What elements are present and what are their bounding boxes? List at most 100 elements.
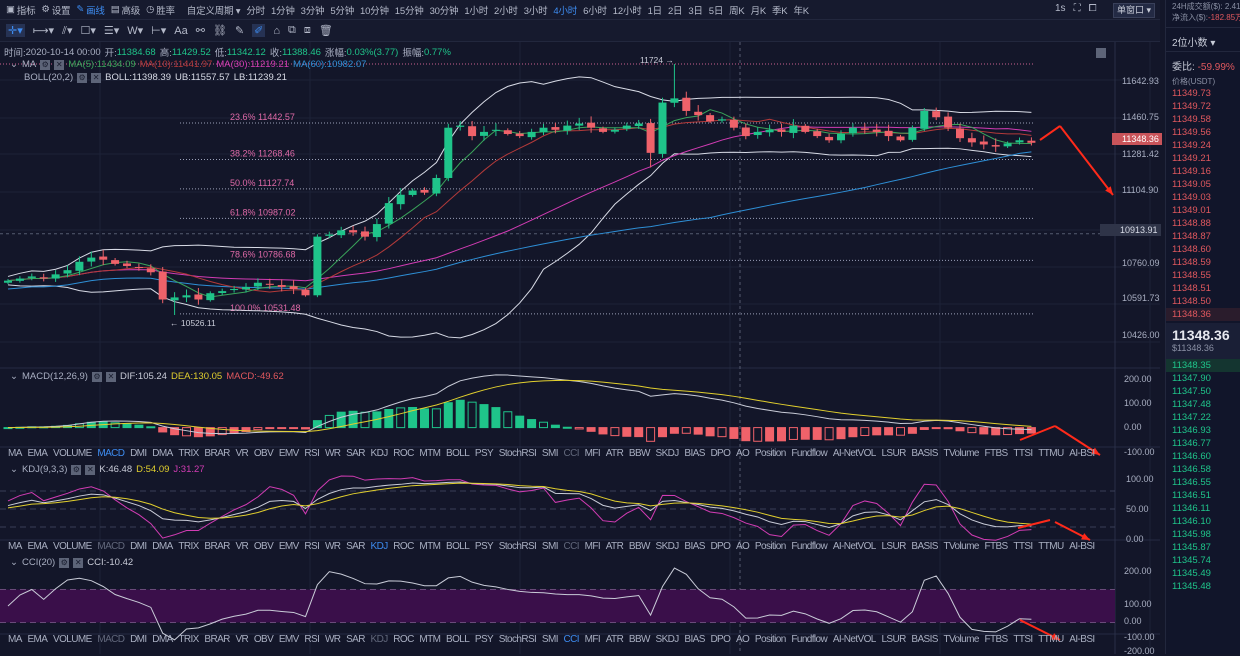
topbar-gear-button[interactable]: ⚙ 设置 [41, 3, 70, 17]
collapse-icon[interactable]: ⌄ [10, 59, 18, 70]
indicator-tab-skdj[interactable]: SKDJ [655, 448, 680, 459]
indicator-tab-ftbs[interactable]: FTBS [984, 541, 1008, 552]
ask-price[interactable]: 11349.58 [1172, 114, 1211, 125]
indicator-tab-vr[interactable]: VR [235, 448, 249, 459]
indicator-tab-ai-bsi[interactable]: AI-BSI [1069, 541, 1095, 552]
ask-price[interactable]: 11349.03 [1172, 192, 1211, 203]
indicator-tab-psy[interactable]: PSY [474, 634, 494, 645]
ask-price[interactable]: 11349.16 [1172, 166, 1211, 177]
indicator-tab-trix[interactable]: TRIX [178, 634, 199, 645]
close-icon[interactable]: ✕ [85, 464, 96, 475]
indicator-tab-boll[interactable]: BOLL [446, 448, 470, 459]
ask-price[interactable]: 11348.51 [1172, 283, 1211, 294]
indicator-tab-position[interactable]: Position [754, 541, 786, 552]
indicator-tab-mfi[interactable]: MFI [584, 541, 601, 552]
indicator-tab-cci[interactable]: CCI [563, 634, 580, 645]
measure-tool-icon[interactable]: ⊢▾ [151, 25, 167, 37]
indicator-tab-kdj[interactable]: KDJ [370, 541, 389, 552]
indicator-tab-wr[interactable]: WR [324, 634, 341, 645]
indicator-tab-dma[interactable]: DMA [152, 634, 173, 645]
indicator-tab-roc[interactable]: ROC [393, 541, 414, 552]
bid-price[interactable]: 11346.51 [1172, 490, 1211, 501]
custom-period-select[interactable]: 自定义周期 ▾ [186, 5, 241, 17]
indicator-tab-position[interactable]: Position [754, 448, 786, 459]
indicator-tab-dmi[interactable]: DMI [130, 541, 147, 552]
bid-price[interactable]: 11346.10 [1172, 516, 1211, 527]
window-mode-select[interactable]: 单窗口 ▾ [1113, 3, 1155, 18]
ask-price[interactable]: 11348.36 [1166, 308, 1240, 321]
indicator-tab-obv[interactable]: OBV [253, 634, 274, 645]
indicator-tab-smi[interactable]: SMI [541, 541, 559, 552]
indicator-tab-basis[interactable]: BASIS [911, 448, 938, 459]
draw-mode-icon[interactable]: ✐ [252, 24, 266, 37]
period-tab[interactable]: 5分钟 [330, 5, 354, 17]
indicator-tab-psy[interactable]: PSY [474, 448, 494, 459]
indicator-tab-trix[interactable]: TRIX [178, 541, 199, 552]
indicator-tab-mtm[interactable]: MTM [419, 541, 441, 552]
ask-price[interactable]: 11349.72 [1172, 101, 1211, 112]
period-tab[interactable]: 周K [729, 5, 745, 17]
indicator-tab-ttsi[interactable]: TTSI [1013, 541, 1033, 552]
bid-price[interactable]: 11347.50 [1172, 386, 1211, 397]
indicator-tab-emv[interactable]: EMV [278, 448, 299, 459]
collapse-icon[interactable]: ⌄ [10, 371, 18, 382]
text-tool-icon[interactable]: Aa [174, 24, 188, 37]
period-tab[interactable]: 4小时 [553, 5, 578, 17]
indicator-tab-ao[interactable]: AO [735, 634, 750, 645]
indicator-tab-brar[interactable]: BRAR [204, 541, 230, 552]
indicator-tab-volume[interactable]: VOLUME [53, 541, 92, 552]
crosshair-tool-icon[interactable]: ✛▾ [6, 24, 25, 37]
indicator-tab-ai-netvol[interactable]: AI-NetVOL [832, 541, 877, 552]
period-tab[interactable]: 15分钟 [394, 5, 424, 17]
indicator-tab-basis[interactable]: BASIS [911, 634, 938, 645]
indicator-tab-rsi[interactable]: RSI [304, 448, 320, 459]
settings-icon[interactable]: ⚙ [59, 557, 70, 568]
indicator-tab-ftbs[interactable]: FTBS [984, 634, 1008, 645]
bid-price[interactable]: 11345.49 [1172, 568, 1211, 579]
indicator-tab-brar[interactable]: BRAR [204, 634, 230, 645]
indicator-tab-macd[interactable]: MACD [97, 448, 125, 459]
bid-price[interactable]: 11345.87 [1172, 542, 1211, 553]
indicator-tab-ma[interactable]: MA [8, 448, 22, 459]
indicator-tab-obv[interactable]: OBV [253, 541, 274, 552]
ask-price[interactable]: 11349.21 [1172, 153, 1211, 164]
period-tab[interactable]: 月K [750, 5, 767, 17]
indicator-tab-volume[interactable]: VOLUME [53, 448, 92, 459]
ask-price[interactable]: 11348.50 [1172, 296, 1211, 307]
indicator-tab-emv[interactable]: EMV [278, 634, 299, 645]
period-tab[interactable]: 1分钟 [270, 5, 295, 17]
ask-price[interactable]: 11348.55 [1172, 270, 1211, 281]
indicator-tab-sar[interactable]: SAR [346, 448, 365, 459]
indicator-tab-boll[interactable]: BOLL [446, 541, 470, 552]
settings-icon[interactable]: ⚙ [40, 59, 51, 70]
indicator-tab-boll[interactable]: BOLL [446, 634, 470, 645]
ask-price[interactable]: 11349.24 [1172, 140, 1211, 151]
indicator-tab-macd[interactable]: MACD [97, 541, 125, 552]
period-tab[interactable]: 2小时 [494, 5, 518, 17]
indicator-tab-stochrsi[interactable]: StochRSI [498, 541, 537, 552]
bid-price[interactable]: 11345.48 [1172, 581, 1211, 592]
indicator-tab-ttmu[interactable]: TTMU [1038, 448, 1064, 459]
indicator-tab-ftbs[interactable]: FTBS [984, 448, 1008, 459]
delete-icon[interactable]: 🗑 [318, 25, 333, 37]
indicator-tab-ema[interactable]: EMA [27, 541, 48, 552]
wave-tool-icon[interactable]: W▾ [127, 25, 144, 37]
indicator-tab-cci[interactable]: CCI [563, 541, 580, 552]
indicator-tab-atr[interactable]: ATR [605, 541, 624, 552]
indicator-tab-ao[interactable]: AO [735, 448, 750, 459]
close-icon[interactable]: ✕ [105, 371, 116, 382]
indicator-tab-volume[interactable]: VOLUME [53, 634, 92, 645]
indicator-tab-rsi[interactable]: RSI [304, 541, 320, 552]
indicator-tab-bias[interactable]: BIAS [684, 541, 705, 552]
indicator-tab-cci[interactable]: CCI [563, 448, 580, 459]
indicator-tab-ttmu[interactable]: TTMU [1038, 541, 1064, 552]
refresh-interval[interactable]: 1s [1055, 3, 1066, 14]
ask-price[interactable]: 11349.73 [1172, 88, 1211, 99]
ask-price[interactable]: 11348.87 [1172, 231, 1211, 242]
indicator-tab-skdj[interactable]: SKDJ [655, 634, 680, 645]
indicator-tab-bbw[interactable]: BBW [628, 448, 651, 459]
topbar-chart-button[interactable]: ▣ 指标 [6, 3, 36, 17]
close-icon[interactable]: ✕ [73, 557, 84, 568]
period-tab[interactable]: 分时 [246, 5, 265, 17]
indicator-tab-vr[interactable]: VR [235, 634, 249, 645]
